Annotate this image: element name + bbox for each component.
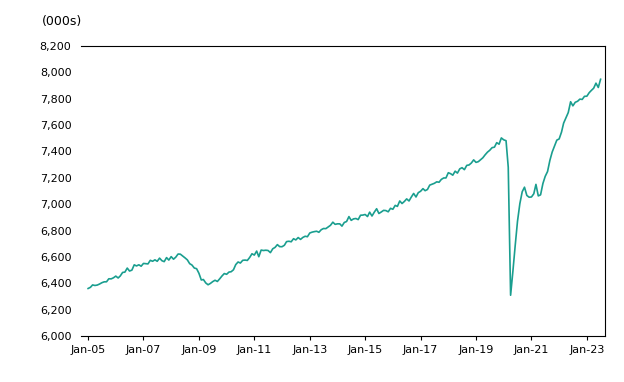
Text: (000s): (000s) [42, 15, 82, 28]
